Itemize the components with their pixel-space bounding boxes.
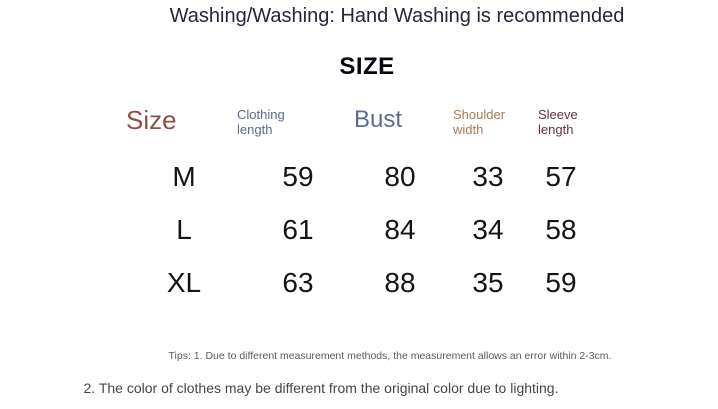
column-header-sleeve-length: Sleeve length bbox=[538, 107, 578, 137]
column-header-clothing-length: Clothing length bbox=[237, 107, 285, 137]
sleeve-length-value: 57 bbox=[545, 161, 577, 192]
column-header-size: Size bbox=[126, 105, 177, 135]
measurement-tip-note: Tips: 1. Due to different measurement me… bbox=[168, 350, 612, 362]
color-difference-note: 2. The color of clothes may be different… bbox=[83, 380, 559, 396]
shoulder-width-value: 33 bbox=[472, 161, 504, 192]
sleeve-length-value: 59 bbox=[545, 267, 577, 298]
bust-value: 88 bbox=[384, 267, 416, 298]
sleeve-length-value: 58 bbox=[545, 214, 577, 245]
size-chart-heading: SIZE bbox=[339, 53, 395, 80]
size-label: XL bbox=[166, 267, 202, 298]
size-label: L bbox=[176, 214, 192, 245]
size-label: M bbox=[172, 161, 196, 192]
bust-value: 80 bbox=[384, 161, 416, 192]
column-header-shoulder-width: Shoulder width bbox=[453, 107, 506, 137]
clothing-length-value: 61 bbox=[282, 214, 314, 245]
clothing-length-value: 63 bbox=[282, 267, 314, 298]
washing-instructions-title: Washing/Washing: Hand Washing is recomme… bbox=[169, 5, 625, 27]
shoulder-width-value: 35 bbox=[472, 267, 504, 298]
clothing-length-value: 59 bbox=[282, 161, 314, 192]
bust-value: 84 bbox=[384, 214, 416, 245]
column-header-bust: Bust bbox=[354, 106, 403, 133]
shoulder-width-value: 34 bbox=[472, 214, 504, 245]
